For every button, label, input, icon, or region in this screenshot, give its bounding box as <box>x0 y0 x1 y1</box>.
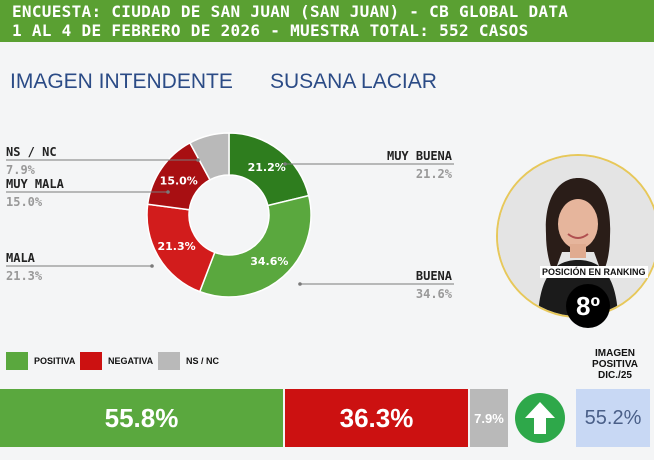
donut-slice-buena <box>198 194 312 298</box>
slice-category-label: MALA <box>6 251 36 265</box>
legend-item-positiva: POSITIVA <box>6 350 75 372</box>
bar-segment-negativa: 36.3% <box>285 389 468 447</box>
slice-category-label: NS / NC <box>6 145 57 159</box>
leader-dot <box>298 282 302 286</box>
slice-percent-label: 34.6% <box>416 287 453 301</box>
slice-percent-label: 21.3% <box>6 269 43 283</box>
legend-swatch <box>80 352 102 370</box>
previous-image-title: IMAGEN POSITIVA DIC./25 <box>584 348 646 381</box>
ranking-label: POSICIÓN EN RANKING <box>540 266 648 278</box>
legend-label: POSITIVA <box>34 356 76 366</box>
previous-title-line: DIC./25 <box>598 370 632 381</box>
legend-item-negativa: NEGATIVA <box>80 350 153 372</box>
chart-title: IMAGEN INTENDENTE <box>10 70 233 93</box>
header-line-2: 1 AL 4 DE FEBRERO DE 2026 - MUESTRA TOTA… <box>12 21 529 40</box>
slice-value-label: 21.3% <box>158 240 196 253</box>
slice-percent-label: 21.2% <box>416 167 453 181</box>
previous-image-value: 55.2% <box>576 389 650 447</box>
slice-category-label: MUY BUENA <box>387 149 453 163</box>
bar-segment-positiva: 55.8% <box>0 389 283 447</box>
leader-dot <box>196 158 200 162</box>
legend-label: NS / NC <box>186 356 220 366</box>
header-banner: ENCUESTA: CIUDAD DE SAN JUAN (SAN JUAN) … <box>0 0 654 42</box>
leader-dot <box>166 190 170 194</box>
donut-slice-ns-nc <box>188 132 230 181</box>
legend-item-nsnc: NS / NC <box>158 350 219 372</box>
donut-chart: 21.2% 34.6% 21.3% 15.0% MUY BUENA 21.2% BUENA… <box>6 132 454 301</box>
leader-dot <box>150 264 154 268</box>
slice-percent-label: 7.9% <box>6 163 36 177</box>
arrow-up-icon <box>515 393 565 443</box>
slice-value-label: 34.6% <box>250 255 288 268</box>
slice-value-label: 21.2% <box>248 161 286 174</box>
slice-category-label: MUY MALA <box>6 177 65 191</box>
legend-swatch <box>158 352 180 370</box>
legend-swatch <box>6 352 28 370</box>
legend-label: NEGATIVA <box>108 356 154 366</box>
bar-segment-ns-nc: 7.9% <box>470 389 508 447</box>
slice-category-label: BUENA <box>416 269 453 283</box>
previous-title-line: IMAGEN <box>595 348 635 359</box>
ranking-badge: 8º <box>566 284 610 328</box>
leader-dot <box>283 162 287 166</box>
candidate-name: SUSANA LACIAR <box>270 70 437 93</box>
previous-title-line: POSITIVA <box>592 359 638 370</box>
header-line-1: ENCUESTA: CIUDAD DE SAN JUAN (SAN JUAN) … <box>12 2 569 21</box>
slice-value-label: 15.0% <box>160 174 198 187</box>
slice-percent-label: 15.0% <box>6 195 43 209</box>
candidate-portrait <box>496 154 654 318</box>
